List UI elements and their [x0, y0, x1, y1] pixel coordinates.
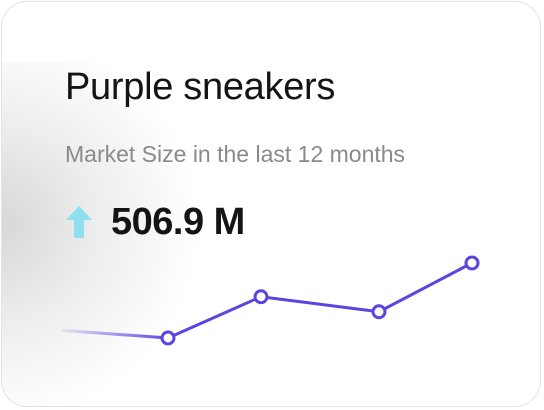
line-segment: [377, 261, 474, 314]
data-point: [464, 255, 480, 271]
data-point: [371, 304, 387, 320]
arrow-up-icon: [66, 206, 92, 238]
data-point: [253, 289, 269, 305]
card-title: Purple sneakers: [65, 66, 336, 108]
line-segment: [166, 295, 263, 340]
metric-value: 506.9 M: [111, 200, 245, 243]
metric-row: 506.9 M: [65, 198, 245, 246]
line-segment: [62, 329, 170, 340]
line-segment: [259, 295, 381, 314]
data-point: [160, 330, 176, 346]
card-subtitle: Market Size in the last 12 months: [65, 141, 406, 167]
